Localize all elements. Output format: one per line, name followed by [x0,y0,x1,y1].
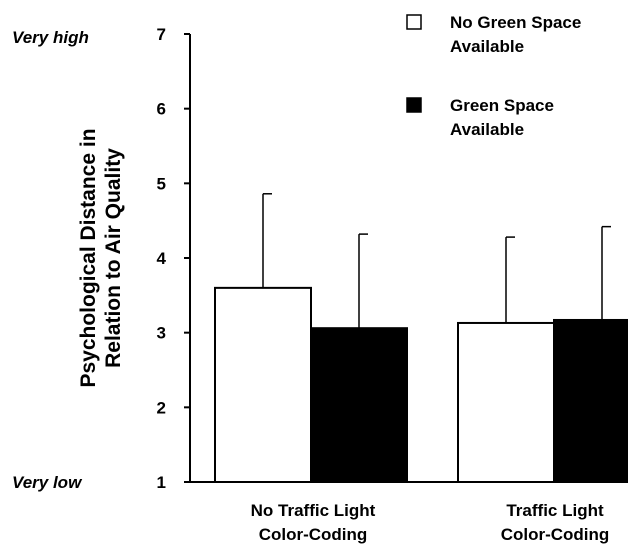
legend-label-line: Available [450,120,524,139]
x-category-label-line: Traffic Light [506,501,604,520]
y-tick-label: 4 [157,249,167,268]
y-tick-label: 7 [157,25,166,44]
bar [214,286,312,483]
y-tick-labels: 1 2 3 4 5 6 7 [157,25,167,492]
bar [310,327,408,484]
bars [214,193,628,484]
x-category-label-line: No Traffic Light [251,501,376,520]
y-tick-label: 6 [157,100,166,119]
legend-label-line: Green Space [450,96,554,115]
y-tick-label: 1 [157,473,166,492]
x-category-label: Traffic Light Color-Coding [501,501,610,544]
y-axis-label-line: Relation to Air Quality [102,148,125,368]
y-anchor-low-label: Very low [12,473,83,492]
bar [457,321,555,483]
y-tick-label: 2 [157,398,166,417]
x-category-label-line: Color-Coding [501,525,610,544]
x-category-label: No Traffic Light Color-Coding [251,501,376,544]
legend: No Green Space Available Green Space Availa… [406,13,581,139]
legend-label-line: Available [450,37,524,56]
x-category-label-line: Color-Coding [259,525,368,544]
legend-swatch [406,14,422,30]
y-tick-label: 3 [157,324,166,343]
legend-label-line: No Green Space [450,13,581,32]
y-axis-label: Psychological Distance inRelation to Air… [77,128,125,387]
y-axis-label-text: Psychological Distance inRelation to Air… [77,128,125,387]
bar [553,318,628,483]
legend-label: Green Space Available [450,96,554,139]
y-anchor-high-label: Very high [12,28,89,47]
legend-swatch [406,97,422,113]
y-axis-label-line: Psychological Distance in [77,128,100,387]
legend-label: No Green Space Available [450,13,581,56]
y-tick-label: 5 [157,174,166,193]
